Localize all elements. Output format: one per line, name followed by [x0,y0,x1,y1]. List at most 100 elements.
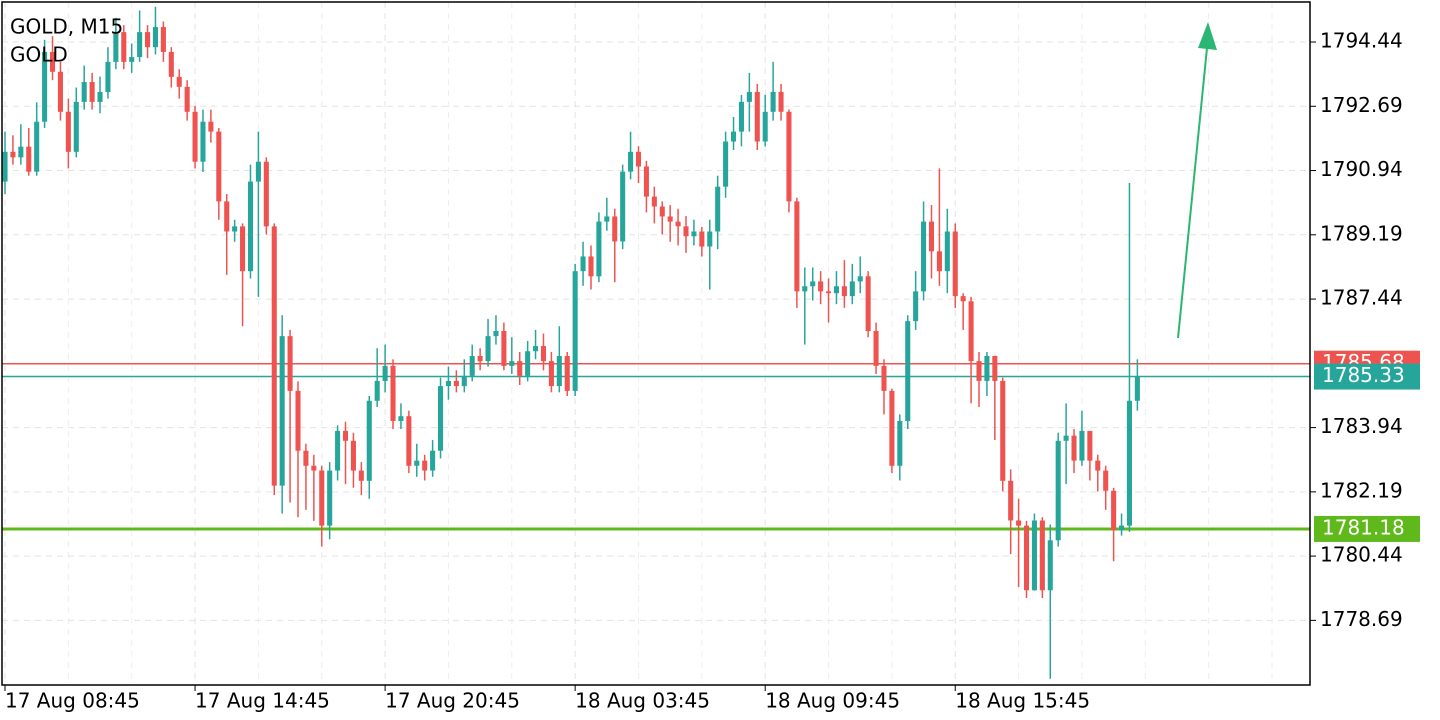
candle-body [1000,380,1006,481]
chart-title: GOLD, M15 [10,15,123,39]
candle-body [255,161,261,182]
candle-body [1087,430,1093,461]
candle-body [762,111,768,142]
candle-body [936,251,942,272]
candle-body [897,420,903,466]
candle-body [1103,470,1109,491]
candle-body [469,355,475,376]
candle-body [89,82,95,102]
candle-body [168,51,174,77]
price-label-box [1314,515,1420,542]
candle-body [287,336,293,391]
candle-body [224,201,230,232]
candle-body [200,121,206,162]
candle-body [374,380,380,401]
candle-body [65,111,71,152]
price-label-box [1314,363,1420,390]
candle-body [754,91,760,142]
candle-body [952,231,958,297]
candle-body [620,171,626,242]
candle-body [232,226,238,232]
candle-body [1055,440,1061,541]
candle-body [1071,435,1077,461]
x-tick-label: 18 Aug 15:45 [955,689,1090,713]
candle-body [398,416,404,421]
candle-body [921,221,927,292]
candle-body [873,331,879,366]
candle-body [723,141,729,187]
candle-body [208,121,214,132]
y-tick-label: 1787.44 [1320,286,1403,310]
candle-body [913,291,919,322]
candle-body [1039,520,1045,591]
x-tick-label: 17 Aug 20:45 [385,689,520,713]
candle-body [960,296,966,302]
candle-body [889,390,895,466]
candle-body [366,400,372,481]
candle-body [145,32,151,48]
candle-body [533,346,539,352]
candle-body [928,221,935,252]
candle-body [738,101,744,132]
candle-body [826,291,832,294]
candle-body [818,281,824,292]
candle-body [849,281,855,297]
candle-body [802,286,808,292]
candle-body [1008,480,1014,521]
chart-subtitle: GOLD [10,43,68,67]
candle-body [493,331,499,337]
candle-body [485,336,491,362]
candle-body [841,286,847,297]
candle-body [786,111,792,202]
candle-body [1023,525,1030,591]
candle-body [422,460,428,471]
candle-body [10,151,16,158]
candle-body [129,57,135,62]
candle-body [1063,435,1069,441]
x-tick-label: 17 Aug 14:45 [195,689,330,713]
candle-body [319,470,325,526]
candle-body [121,32,127,62]
arrow-head [1198,22,1217,50]
candle-body [596,221,602,277]
candle-body [540,346,547,362]
candle-body [18,146,24,158]
candle-body [81,82,87,102]
candle-body [1047,540,1053,591]
candle-body [105,61,111,92]
candle-body [327,470,333,526]
candle-body [49,51,56,72]
candle-body [612,216,618,242]
candle-body [699,231,705,247]
candle-body [659,206,665,217]
x-tick-label: 18 Aug 09:45 [765,689,900,713]
candle-body [73,101,79,152]
candle-body [525,351,531,376]
y-tick-label: 1789.19 [1320,221,1403,245]
candle-body [42,51,48,122]
candle-body [350,440,356,471]
candle-body [628,151,634,172]
candle-body [303,450,309,466]
candle-body [501,331,507,366]
candle-body [691,231,697,237]
candle-body [438,386,444,451]
trend-arrow [1177,47,1208,339]
candle-body [810,281,816,287]
candle-body [1095,460,1101,471]
candle-body [509,361,515,366]
candle-body [240,226,246,272]
candle-body [358,470,364,481]
candle-body [2,151,8,182]
candle-body [1079,430,1085,461]
candle-body [833,286,839,294]
candle-body [113,32,119,62]
candle-body [675,221,681,227]
candle-body [453,380,459,387]
candle-body [517,361,523,376]
candle-body [152,26,158,48]
candle-body [944,231,950,272]
